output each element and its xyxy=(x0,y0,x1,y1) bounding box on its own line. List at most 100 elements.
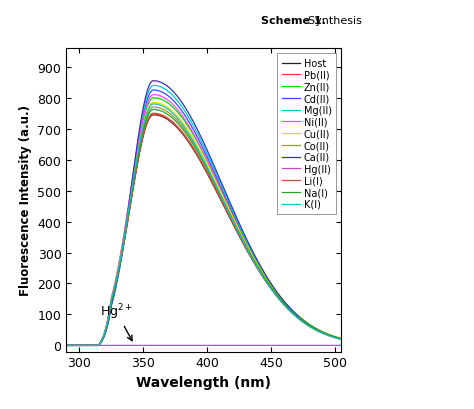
Ni(II) xyxy=(285,306,291,311)
Mg(II) xyxy=(78,343,83,348)
Na(I) xyxy=(193,147,199,152)
Line: Na(I): Na(I) xyxy=(66,110,347,346)
Host xyxy=(64,343,69,348)
Ca(II) xyxy=(64,343,69,348)
Cd(II) xyxy=(64,343,69,348)
Ni(II) xyxy=(150,93,156,98)
Pb(II) xyxy=(78,343,83,348)
Cd(II) xyxy=(78,343,83,348)
K(I) xyxy=(345,339,350,344)
Co(II) xyxy=(64,343,69,348)
Mg(II) xyxy=(201,144,206,148)
Pb(II) xyxy=(337,336,343,341)
Li(I) xyxy=(64,343,69,348)
K(I) xyxy=(285,307,291,312)
K(I) xyxy=(150,102,156,107)
Hg(II) xyxy=(337,343,342,348)
Host xyxy=(337,336,343,341)
Legend: Host, Pb(II), Zn(II), Cd(II), Mg(II), Ni(II), Cu(II), Co(II), Ca(II), Hg(II), Li: Host, Pb(II), Zn(II), Cd(II), Mg(II), Ni… xyxy=(277,54,337,214)
Text: Synthesis: Synthesis xyxy=(301,16,362,26)
Li(I) xyxy=(78,343,83,348)
Li(I) xyxy=(285,306,291,311)
Li(I) xyxy=(201,163,206,168)
Co(II) xyxy=(337,336,342,341)
Mg(II) xyxy=(64,343,69,348)
Co(II) xyxy=(78,343,83,348)
X-axis label: Wavelength (nm): Wavelength (nm) xyxy=(137,375,271,389)
Zn(II) xyxy=(337,336,343,341)
Li(I) xyxy=(337,336,343,341)
K(I) xyxy=(201,158,206,163)
Ca(II) xyxy=(150,79,156,84)
Hg(II) xyxy=(78,343,83,348)
Cu(II) xyxy=(193,141,199,146)
Ni(II) xyxy=(64,343,69,348)
Ni(II) xyxy=(201,151,206,155)
Li(I) xyxy=(150,112,156,117)
Text: Scheme 1.: Scheme 1. xyxy=(261,16,326,26)
Line: K(I): K(I) xyxy=(66,105,347,346)
Hg(II) xyxy=(201,343,206,348)
Na(I) xyxy=(78,343,83,348)
Na(I) xyxy=(345,338,350,343)
Pb(II) xyxy=(150,112,156,117)
Cd(II) xyxy=(150,88,156,93)
Cu(II) xyxy=(150,101,156,106)
Line: Mg(II): Mg(II) xyxy=(66,86,347,346)
Na(I) xyxy=(150,108,156,113)
Hg(II) xyxy=(193,343,199,348)
Hg(II) xyxy=(285,343,291,348)
Ni(II) xyxy=(193,136,199,141)
Co(II) xyxy=(201,158,206,163)
Zn(II) xyxy=(64,343,69,348)
Cu(II) xyxy=(201,155,206,160)
Mg(II) xyxy=(193,128,199,133)
Line: Ni(II): Ni(II) xyxy=(66,95,347,346)
Pb(II) xyxy=(337,336,342,341)
Mg(II) xyxy=(150,84,156,89)
Line: Host: Host xyxy=(66,115,347,346)
Cd(II) xyxy=(337,337,343,342)
Line: Co(II): Co(II) xyxy=(66,108,347,346)
Host xyxy=(78,343,83,348)
Ca(II) xyxy=(345,338,350,343)
Mg(II) xyxy=(345,338,350,343)
Cd(II) xyxy=(201,147,206,152)
Host xyxy=(150,113,156,118)
Host xyxy=(193,151,199,156)
Ca(II) xyxy=(285,304,291,309)
Cu(II) xyxy=(345,338,350,343)
Pb(II) xyxy=(64,343,69,348)
Hg(II) xyxy=(64,343,69,348)
Pb(II) xyxy=(201,164,206,169)
Ni(II) xyxy=(337,337,343,342)
K(I) xyxy=(337,337,342,342)
Host xyxy=(345,338,350,343)
Mg(II) xyxy=(337,336,343,341)
Pb(II) xyxy=(345,338,350,343)
Line: Li(I): Li(I) xyxy=(66,114,347,346)
Line: Ca(II): Ca(II) xyxy=(66,81,347,346)
Cd(II) xyxy=(345,338,350,343)
Line: Pb(II): Pb(II) xyxy=(66,115,347,346)
Zn(II) xyxy=(193,137,199,142)
K(I) xyxy=(78,343,83,348)
Mg(II) xyxy=(285,304,291,309)
K(I) xyxy=(337,337,343,342)
Na(I) xyxy=(64,343,69,348)
Hg(II) xyxy=(345,343,350,348)
Line: Cd(II): Cd(II) xyxy=(66,91,347,346)
Zn(II) xyxy=(285,303,291,308)
Zn(II) xyxy=(150,96,156,101)
Host xyxy=(201,164,206,169)
Na(I) xyxy=(337,336,343,341)
Ca(II) xyxy=(78,343,83,348)
Li(I) xyxy=(337,336,342,341)
Cd(II) xyxy=(285,305,291,310)
Cu(II) xyxy=(285,304,291,309)
Pb(II) xyxy=(285,306,291,311)
Cd(II) xyxy=(193,133,199,137)
K(I) xyxy=(64,343,69,348)
Text: Hg$^{2+}$: Hg$^{2+}$ xyxy=(100,302,133,341)
Y-axis label: Fluorescence Intensity (a.u.): Fluorescence Intensity (a.u.) xyxy=(19,105,32,296)
